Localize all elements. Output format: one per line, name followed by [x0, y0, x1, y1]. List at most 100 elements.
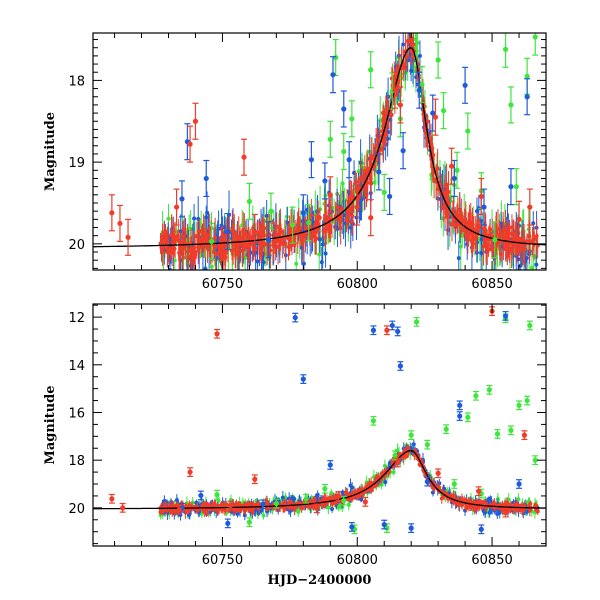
cloud-point — [204, 233, 209, 238]
cloud-point — [330, 506, 335, 511]
data-point — [521, 432, 528, 438]
data-point — [435, 470, 441, 476]
cloud-point — [411, 442, 416, 447]
cloud-point — [379, 472, 384, 477]
cloud-point — [479, 251, 484, 256]
cloud-point — [317, 215, 322, 220]
cloud-point — [264, 213, 269, 218]
cloud-point — [317, 237, 322, 242]
data-point — [424, 479, 430, 485]
data-point — [513, 184, 519, 190]
cloud-point — [379, 482, 384, 487]
data-point — [381, 521, 387, 528]
cloud-point — [518, 263, 523, 268]
data-point — [354, 204, 360, 210]
cloud-point — [296, 509, 301, 514]
cloud-point — [268, 248, 273, 253]
data-point — [362, 499, 368, 505]
data-point — [300, 210, 306, 216]
cloud-point — [392, 75, 397, 80]
cloud-point — [189, 253, 194, 258]
cloud-point — [327, 226, 332, 231]
cloud-point — [430, 171, 435, 176]
data-point — [327, 192, 333, 198]
cloud-point — [180, 248, 185, 253]
cloud-point — [368, 176, 373, 181]
data-point — [341, 106, 347, 112]
data-point — [440, 108, 447, 114]
cloud-point — [534, 262, 539, 267]
cloud-point — [411, 42, 416, 47]
data-point — [384, 327, 390, 333]
data-point — [327, 136, 333, 142]
cloud-point — [350, 219, 355, 224]
plot-area — [93, 306, 546, 535]
x-tick-label: 60850 — [471, 553, 512, 568]
data-point — [424, 442, 430, 448]
cloud-point — [450, 494, 455, 499]
cloud-point — [506, 497, 511, 502]
cloud-point — [405, 445, 410, 450]
cloud-point — [446, 190, 451, 195]
cloud-point — [255, 259, 260, 264]
cloud-point — [425, 119, 430, 124]
cloud-point — [313, 237, 318, 242]
data-point — [481, 204, 487, 210]
cloud-point — [417, 53, 422, 58]
cloud-point — [464, 503, 469, 508]
data-point — [187, 469, 193, 475]
cloud-point — [495, 511, 500, 516]
cloud-point — [203, 266, 208, 270]
cloud-point — [383, 111, 388, 116]
panel-2: 60750 60800 60850 12 14 16 18 20 Magnitude HJD−24… — [43, 303, 547, 588]
plot-area — [93, 33, 546, 270]
data-point — [335, 493, 341, 499]
cloud-point — [375, 138, 380, 143]
data-point — [451, 175, 457, 182]
cloud-point — [356, 169, 361, 174]
cloud-point — [170, 509, 175, 514]
cloud-point — [213, 235, 218, 240]
cloud-point — [216, 226, 221, 231]
data-point — [462, 82, 468, 88]
data-point — [225, 228, 231, 235]
data-point — [416, 87, 422, 93]
cloud-point — [209, 264, 214, 269]
cloud-point — [461, 228, 466, 233]
cloud-point — [349, 192, 354, 197]
cloud-point — [274, 224, 279, 229]
data-point — [370, 327, 377, 333]
data-point — [486, 387, 492, 393]
data-point — [330, 72, 336, 78]
data-point — [368, 215, 374, 221]
cloud-point — [346, 502, 351, 507]
cloud-point — [475, 224, 480, 229]
cloud-point — [501, 229, 506, 234]
cloud-point — [487, 510, 492, 515]
y-tick-label: 18 — [68, 74, 85, 89]
data-point — [176, 507, 182, 513]
data-point — [400, 148, 406, 154]
cloud-point — [199, 244, 204, 249]
cloud-point — [192, 216, 197, 221]
cloud-point — [251, 502, 256, 507]
cloud-point — [484, 243, 489, 248]
data-point — [527, 204, 533, 210]
cloud-point — [358, 177, 363, 182]
cloud-point — [463, 219, 468, 224]
data-point — [214, 331, 220, 337]
plot-frame — [92, 303, 547, 547]
cloud-point — [348, 483, 353, 488]
cloud-point — [311, 498, 316, 503]
cloud-point — [262, 226, 267, 231]
cloud-point — [415, 41, 420, 46]
data-point — [532, 34, 538, 40]
data-point — [465, 414, 471, 420]
cloud-point — [323, 218, 328, 223]
data-point — [268, 208, 274, 214]
cloud-point — [265, 501, 270, 506]
cloud-point — [401, 455, 406, 460]
data-point — [227, 502, 234, 509]
data-point — [252, 229, 258, 236]
cloud-point — [441, 205, 446, 210]
